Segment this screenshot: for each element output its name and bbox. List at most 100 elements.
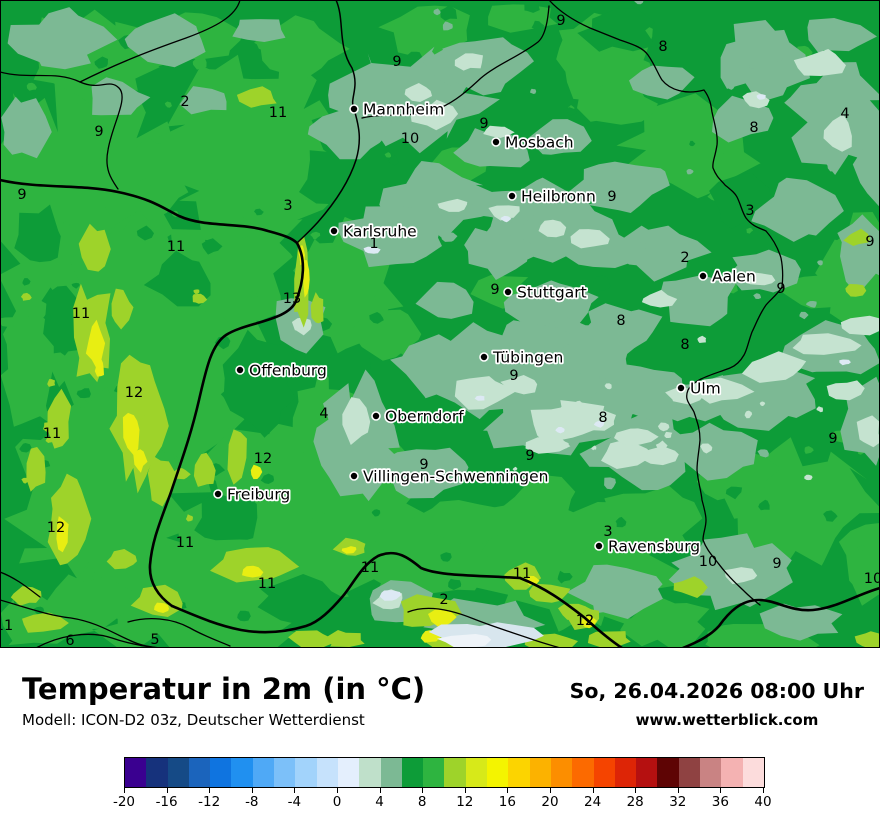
speckle-2-4 bbox=[744, 410, 753, 419]
temp-label: 9 bbox=[556, 13, 565, 29]
state-border bbox=[170, 551, 624, 648]
contour-4-6 bbox=[759, 603, 843, 641]
state-border bbox=[296, 0, 361, 244]
legend-tick-mark bbox=[464, 788, 466, 793]
contour-2-4 bbox=[570, 229, 610, 249]
contour-8-10 bbox=[705, 617, 821, 648]
state-border bbox=[361, 5, 550, 119]
city-label: Aalen bbox=[712, 268, 756, 286]
contour-10-12 bbox=[310, 292, 324, 324]
speckle-6-8 bbox=[371, 509, 381, 517]
legend-tick-label: -12 bbox=[198, 794, 221, 810]
speckle-6-8 bbox=[369, 312, 384, 324]
speckle-4-6 bbox=[604, 477, 616, 490]
legend-tick-mark bbox=[592, 788, 594, 793]
contour-10-12 bbox=[10, 586, 42, 606]
speckle-6-8 bbox=[388, 154, 399, 166]
city-dot bbox=[503, 287, 513, 297]
speckle-6-8 bbox=[592, 275, 611, 291]
city-label: Freiburg bbox=[227, 486, 290, 504]
legend-color-segment bbox=[508, 758, 530, 787]
speckle-4-6 bbox=[453, 107, 469, 118]
temp-label: 3 bbox=[745, 203, 754, 219]
speckle-6-8 bbox=[0, 77, 10, 88]
contour-12-14 bbox=[133, 449, 148, 473]
contour-8-10 bbox=[42, 574, 138, 630]
datetime-label: So, 26.04.2026 08:00 Uhr bbox=[569, 679, 864, 703]
contour-12-14 bbox=[250, 464, 263, 480]
legend-color-segment bbox=[423, 758, 445, 787]
speckle-4-6 bbox=[543, 194, 556, 205]
temp-label: 8 bbox=[658, 39, 667, 55]
contour-2-4 bbox=[342, 397, 371, 445]
contour-2-4 bbox=[840, 315, 880, 336]
speckle-2-4 bbox=[759, 401, 766, 407]
contour-4-6 bbox=[464, 228, 534, 280]
legend-tick-label: 28 bbox=[626, 794, 644, 810]
speckle-10-12 bbox=[43, 422, 54, 432]
state-border bbox=[127, 618, 231, 647]
legend-tick-label: 16 bbox=[498, 794, 516, 810]
contour-2-4 bbox=[404, 83, 433, 102]
legend-color-segment bbox=[167, 758, 189, 787]
speckle-2-4 bbox=[804, 474, 813, 481]
contour-10-12 bbox=[78, 223, 111, 272]
temp-label: 3 bbox=[603, 524, 612, 540]
contour-4-6 bbox=[852, 118, 880, 208]
speckle-2-4 bbox=[561, 441, 569, 449]
contour-4-6 bbox=[453, 128, 530, 168]
speckle-4-6 bbox=[635, 242, 648, 252]
legend-tick-mark bbox=[422, 788, 424, 793]
contour-8-10 bbox=[838, 523, 880, 606]
temp-label: 9 bbox=[776, 281, 785, 297]
temp-label: 11 bbox=[176, 535, 194, 551]
state-border bbox=[0, 178, 305, 608]
speckle-10-12 bbox=[185, 514, 193, 522]
speckle-8-10 bbox=[164, 101, 172, 108]
temp-label: 9 bbox=[479, 116, 488, 132]
temp-label: 9 bbox=[94, 124, 103, 140]
temp-label: 8 bbox=[749, 120, 758, 136]
speckle-8-10 bbox=[136, 178, 152, 189]
temp-label: 11 bbox=[513, 566, 531, 582]
legend-tick-label: 4 bbox=[375, 794, 384, 810]
speckle-6-8 bbox=[19, 443, 32, 453]
speckle-8-10 bbox=[192, 56, 207, 70]
contour-10-12 bbox=[210, 547, 300, 583]
temp-label: 10 bbox=[864, 571, 880, 587]
contour-4-6 bbox=[527, 119, 592, 155]
speckle-6-8 bbox=[440, 552, 452, 562]
contour-10-12 bbox=[327, 630, 365, 647]
legend-color-segment bbox=[125, 758, 147, 787]
legend-tick-mark bbox=[550, 788, 551, 793]
contour-12-14 bbox=[56, 516, 69, 553]
state-border bbox=[681, 586, 880, 648]
city-label: Karlsruhe bbox=[343, 223, 417, 241]
legend-tick-label: 36 bbox=[711, 794, 729, 810]
contour-4-6 bbox=[720, 20, 810, 103]
legend-color-segment bbox=[678, 758, 701, 787]
city-marker-karlsruhe: Karlsruhe bbox=[329, 221, 418, 242]
speckle-4-6 bbox=[686, 169, 694, 175]
temp-label: 9 bbox=[392, 54, 401, 70]
website-link[interactable]: www.wetterblick.com bbox=[635, 711, 819, 729]
city-label: Oberndorf bbox=[385, 408, 464, 426]
legend-color-segment bbox=[636, 758, 658, 787]
contour-0-2 bbox=[756, 94, 766, 100]
temp-label: 9 bbox=[607, 189, 616, 205]
city-marker-ulm: Ulm bbox=[676, 378, 722, 399]
temp-label: 2 bbox=[180, 94, 189, 110]
speckle-4-6 bbox=[530, 88, 537, 94]
speckle-4-6 bbox=[634, 0, 644, 5]
contour-4-6 bbox=[1, 96, 52, 159]
contour-4-6 bbox=[674, 422, 758, 481]
speckle-6-8 bbox=[94, 56, 108, 69]
city-dot bbox=[349, 471, 359, 481]
speckle-6-8 bbox=[254, 208, 264, 216]
temp-label: 8 bbox=[598, 410, 607, 426]
legend-tick-label: 0 bbox=[332, 794, 342, 810]
legend-tick-label: 40 bbox=[754, 794, 772, 810]
speckle-10-12 bbox=[45, 436, 53, 443]
temp-label: 11 bbox=[43, 426, 61, 442]
temp-label: 12 bbox=[576, 613, 594, 629]
